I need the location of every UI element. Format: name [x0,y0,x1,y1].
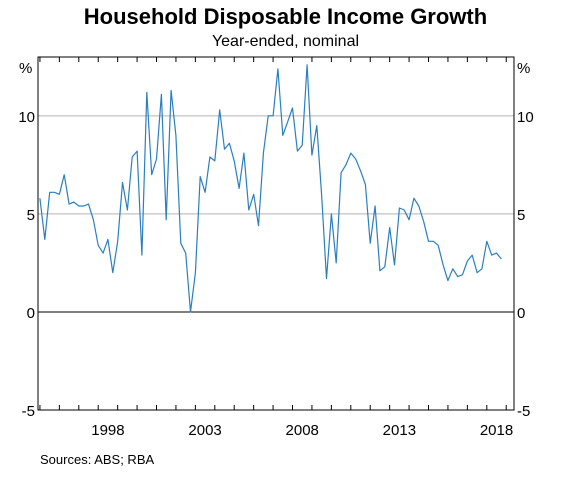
grid-layer [38,115,514,215]
y-tick-label-left: -5 [22,403,35,420]
y-tick-label-left: 10 [18,109,35,126]
y-axis-unit-right: % [517,60,530,77]
y-tick-label-left: 5 [27,207,35,224]
tick-layer: -5 -5 0 0 5 5 10 10 1998 2003 2008 2013 2018 [18,57,534,439]
y-tick-label-right: 10 [517,109,534,126]
x-tick-label: 2003 [188,422,221,439]
chart-subtitle: Year-ended, nominal [211,33,360,50]
y-tick-label-right: 5 [517,207,525,224]
source-note: Sources: ABS; RBA [40,452,155,467]
chart-title: Household Disposable Income Growth [83,4,488,29]
x-tick-label: 2013 [383,422,416,439]
plot-frame [37,56,515,411]
y-tick-label-right: -5 [517,403,530,420]
x-tick-label: 1998 [91,422,124,439]
line-chart: -5 -5 0 0 5 5 10 10 1998 2003 2008 2013 2018 % % [18,56,534,439]
y-tick-label-left: 0 [27,305,35,322]
series-line [39,64,502,313]
x-tick-label: 2018 [480,422,513,439]
x-tick-label: 2008 [286,422,319,439]
y-axis-unit-left: % [19,60,32,77]
y-tick-label-right: 0 [517,305,525,322]
series-layer [39,64,502,313]
